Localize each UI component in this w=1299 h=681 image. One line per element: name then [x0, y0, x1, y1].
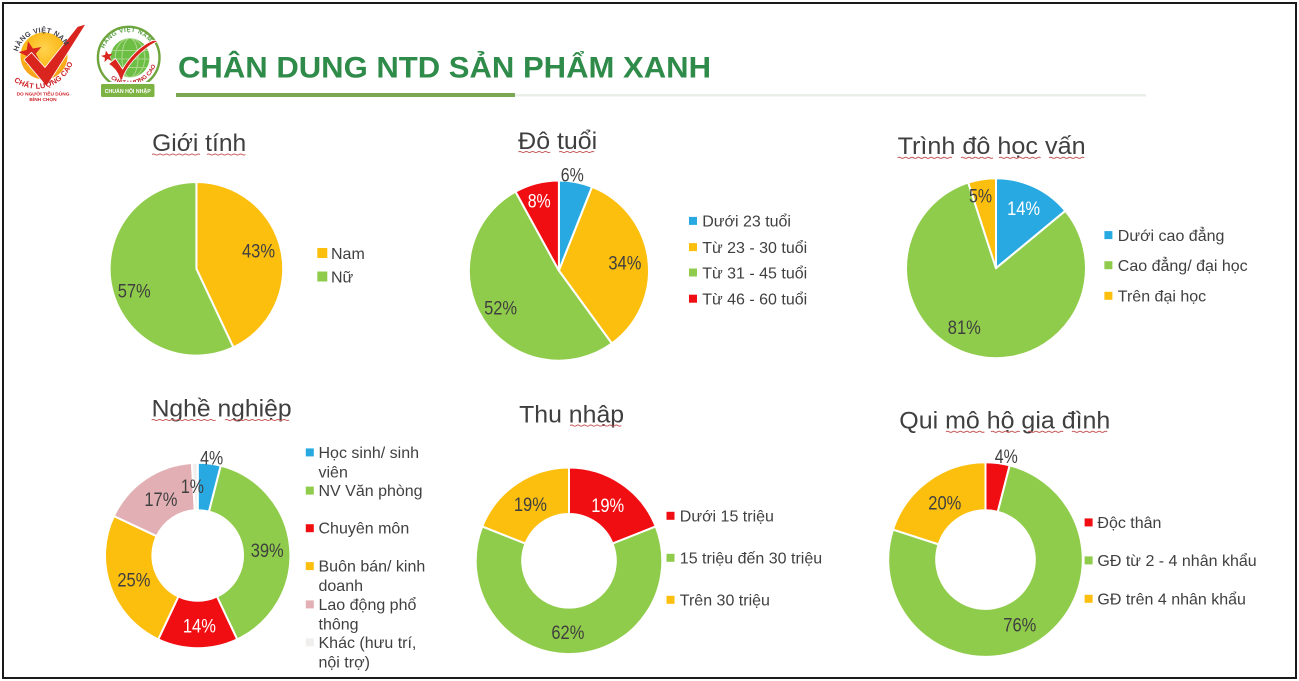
svg-text:Từ 31 - 45 tuổi: Từ 31 - 45 tuổi [702, 264, 807, 282]
svg-text:14%: 14% [183, 616, 216, 638]
svg-text:39%: 39% [251, 540, 284, 562]
svg-text:Thu nhập: Thu nhập [519, 401, 624, 428]
svg-text:Giới tính: Giới tính [152, 130, 246, 157]
svg-text:GĐ từ 2 - 4 nhân khẩu: GĐ từ 2 - 4 nhân khẩu [1097, 552, 1256, 570]
svg-text:Trên đại học: Trên đại học [1118, 289, 1206, 306]
svg-text:57%: 57% [118, 281, 151, 303]
svg-text:Chuyên môn: Chuyên môn [319, 521, 410, 538]
svg-text:81%: 81% [948, 317, 981, 339]
svg-text:CHUẨN HỘI NHẬP: CHUẨN HỘI NHẬP [105, 87, 151, 95]
svg-text:Cao đẳng/ đại học: Cao đẳng/ đại học [1118, 256, 1248, 275]
svg-text:62%: 62% [551, 622, 584, 644]
svg-text:Trên 30 triệu: Trên 30 triệu [680, 593, 770, 610]
svg-text:viên: viên [319, 464, 348, 481]
svg-text:Từ 23 - 30 tuổi: Từ 23 - 30 tuổi [702, 239, 807, 257]
svg-text:14%: 14% [1007, 198, 1040, 220]
svg-text:5%: 5% [969, 186, 992, 208]
svg-text:17%: 17% [144, 489, 177, 511]
svg-text:Dưới cao đẳng: Dưới cao đẳng [1118, 226, 1225, 245]
svg-text:1%: 1% [181, 476, 204, 498]
svg-text:CHÂN DUNG NTD SẢN PHẨM XANH: CHÂN DUNG NTD SẢN PHẨM XANH [178, 50, 711, 84]
svg-text:doanh: doanh [319, 578, 364, 595]
svg-text:Dưới 15 triệu: Dưới 15 triệu [680, 509, 774, 526]
svg-text:BÌNH CHỌN: BÌNH CHỌN [29, 95, 57, 103]
svg-text:Học sinh/ sinh: Học sinh/ sinh [319, 445, 420, 462]
svg-text:19%: 19% [514, 494, 547, 516]
svg-text:Nghề nghiệp: Nghề nghiệp [152, 396, 292, 423]
svg-text:Nam: Nam [331, 246, 365, 263]
svg-text:19%: 19% [591, 495, 624, 517]
svg-text:Lao động phổ: Lao động phổ [319, 596, 417, 614]
svg-text:8%: 8% [528, 191, 551, 213]
svg-text:Qui mô hộ gia đình: Qui mô hộ gia đình [899, 408, 1110, 435]
svg-text:4%: 4% [995, 446, 1018, 468]
svg-text:15 triệu đến 30 triệu: 15 triệu đến 30 triệu [680, 551, 822, 568]
svg-text:34%: 34% [608, 253, 641, 275]
svg-text:GĐ trên 4 nhân khẩu: GĐ trên 4 nhân khẩu [1097, 591, 1246, 609]
svg-text:6%: 6% [561, 164, 584, 186]
svg-text:25%: 25% [117, 569, 150, 591]
svg-text:Nữ: Nữ [331, 269, 354, 286]
svg-text:76%: 76% [1003, 615, 1036, 637]
svg-text:Buôn bán/ kinh: Buôn bán/ kinh [319, 559, 426, 576]
svg-text:Dưới 23 tuổi: Dưới 23 tuổi [702, 213, 791, 231]
svg-text:Khác (hưu trí,: Khác (hưu trí, [319, 635, 417, 652]
svg-text:4%: 4% [200, 447, 223, 469]
svg-text:DO NGƯỜI TIÊU DÙNG: DO NGƯỜI TIÊU DÙNG [17, 90, 70, 98]
svg-text:Từ 46 - 60 tuổi: Từ 46 - 60 tuổi [702, 291, 807, 309]
svg-text:Độc thân: Độc thân [1097, 515, 1161, 532]
svg-text:52%: 52% [484, 297, 517, 319]
svg-text:Trình đô học vấn: Trình đô học vấn [898, 133, 1086, 160]
svg-text:43%: 43% [242, 241, 275, 263]
svg-text:nội trợ): nội trợ) [319, 654, 370, 671]
svg-text:thông: thông [319, 616, 359, 633]
svg-text:20%: 20% [928, 493, 961, 515]
svg-text:NV Văn phòng: NV Văn phòng [319, 483, 423, 500]
svg-text:Đô tuổi: Đô tuổi [518, 128, 597, 155]
